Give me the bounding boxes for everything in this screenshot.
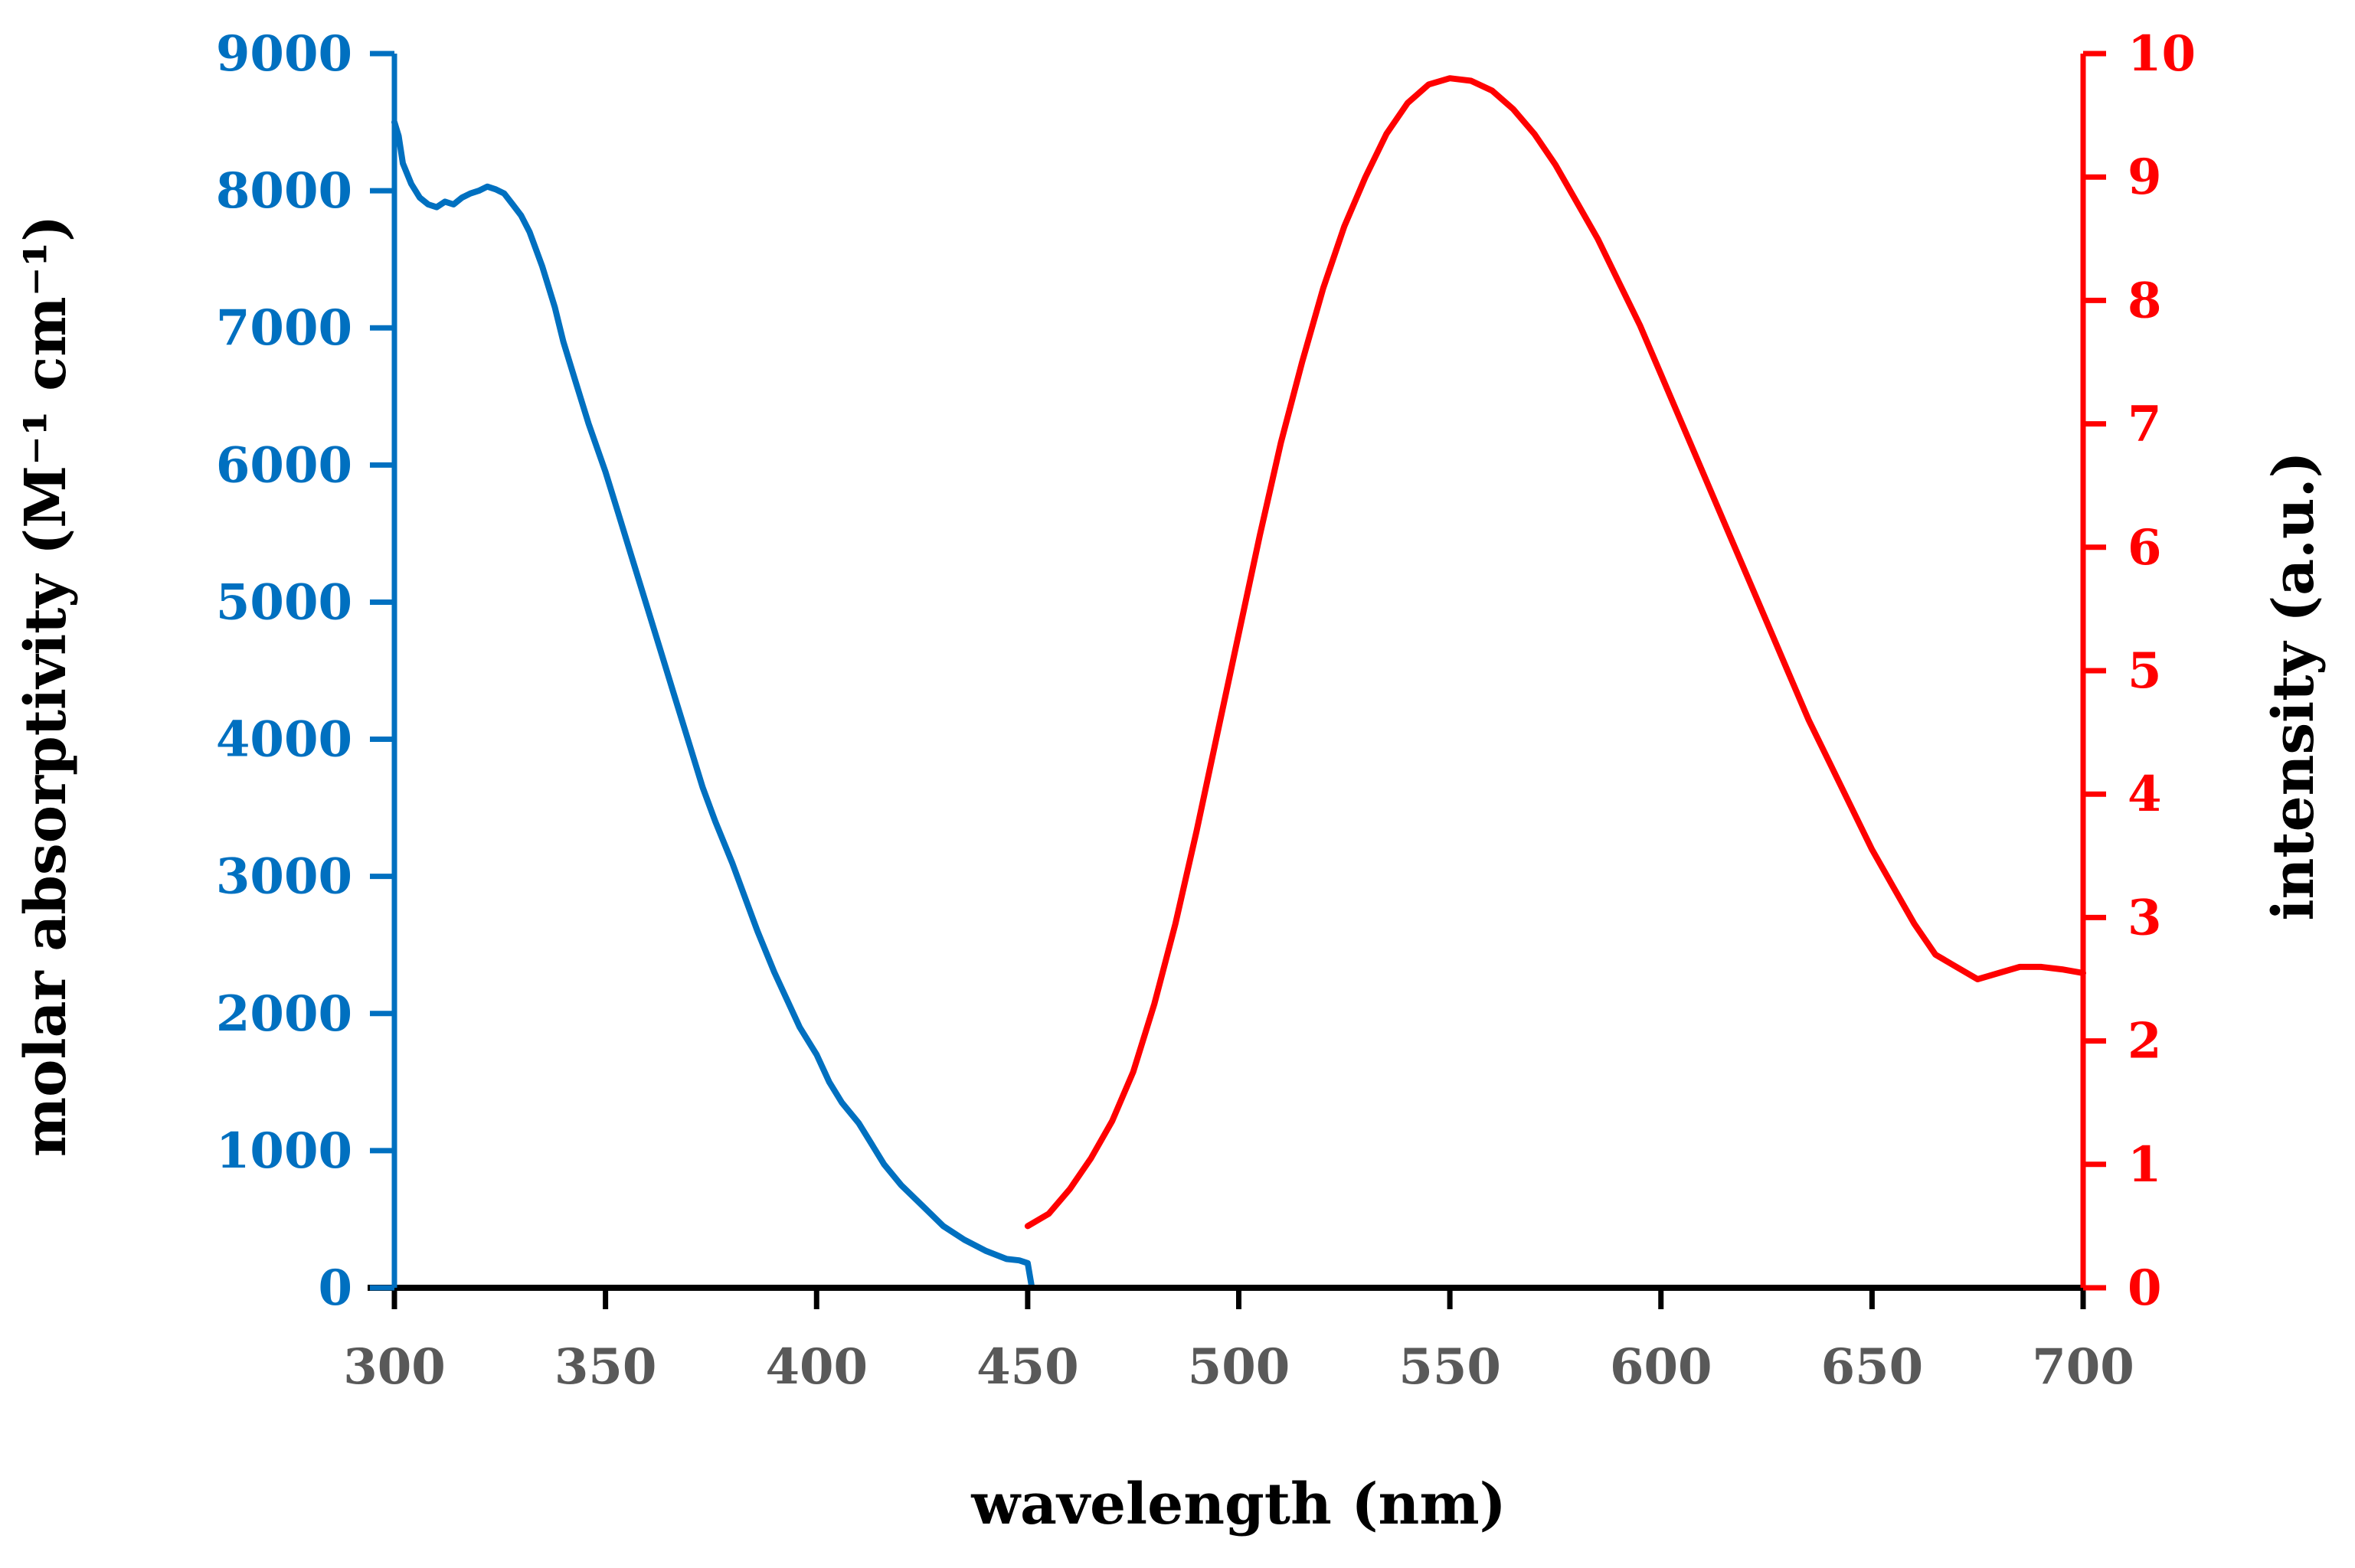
right-y-tick-label: 4 xyxy=(2128,766,2162,823)
left-y-tick-label: 2000 xyxy=(216,985,352,1043)
x-tick-label: 650 xyxy=(1821,1338,1924,1396)
x-tick-label: 550 xyxy=(1398,1338,1501,1396)
axes xyxy=(368,54,2086,1291)
x-tick-label: 400 xyxy=(765,1338,868,1396)
right-y-tick-label: 0 xyxy=(2128,1259,2162,1317)
left-y-tick-label: 6000 xyxy=(216,436,352,494)
x-axis-title: wavelength (nm) xyxy=(970,1472,1506,1537)
tick-marks xyxy=(370,51,2106,1309)
right-y-tick-label: 9 xyxy=(2128,149,2162,206)
left-y-tick-label: 1000 xyxy=(216,1122,352,1180)
right-y-tick-label: 7 xyxy=(2128,396,2162,453)
x-tick-label: 450 xyxy=(976,1338,1079,1396)
x-tick-label: 500 xyxy=(1188,1338,1290,1396)
left-y-tick-label: 0 xyxy=(318,1259,352,1317)
right-y-tick-label: 5 xyxy=(2128,642,2162,700)
right-y-axis-title: intensity (a.u.) xyxy=(2261,452,2327,921)
right-y-tick-label: 2 xyxy=(2128,1013,2162,1070)
emission-series-line xyxy=(1024,75,2086,1230)
left-y-tick-label: 3000 xyxy=(216,848,352,906)
left-y-tick-label: 8000 xyxy=(216,162,352,220)
right-y-tick-label: 6 xyxy=(2128,519,2162,577)
x-tick-label: 350 xyxy=(554,1338,657,1396)
x-tick-label: 700 xyxy=(2032,1338,2134,1396)
x-tick-label: 300 xyxy=(343,1338,446,1396)
left-y-tick-label: 9000 xyxy=(216,25,352,83)
right-y-tick-label: 1 xyxy=(2128,1136,2162,1194)
left-y-tick-label: 7000 xyxy=(216,299,352,357)
plot-area xyxy=(391,75,2086,1291)
left-y-axis-title: molar absorptivity (M⁻¹ cm⁻¹) xyxy=(13,215,79,1157)
tick-labels: 300 350 400 450 500 550 600 650 7000100020003000… xyxy=(216,25,2196,1396)
right-y-tick-label: 8 xyxy=(2128,272,2162,329)
right-y-tick-label: 3 xyxy=(2128,889,2162,946)
left-y-tick-label: 5000 xyxy=(216,573,352,631)
right-y-tick-label: 10 xyxy=(2128,25,2196,83)
absorption-series-line xyxy=(391,119,1116,1291)
left-y-tick-label: 4000 xyxy=(216,711,352,769)
x-tick-label: 600 xyxy=(1610,1338,1712,1396)
